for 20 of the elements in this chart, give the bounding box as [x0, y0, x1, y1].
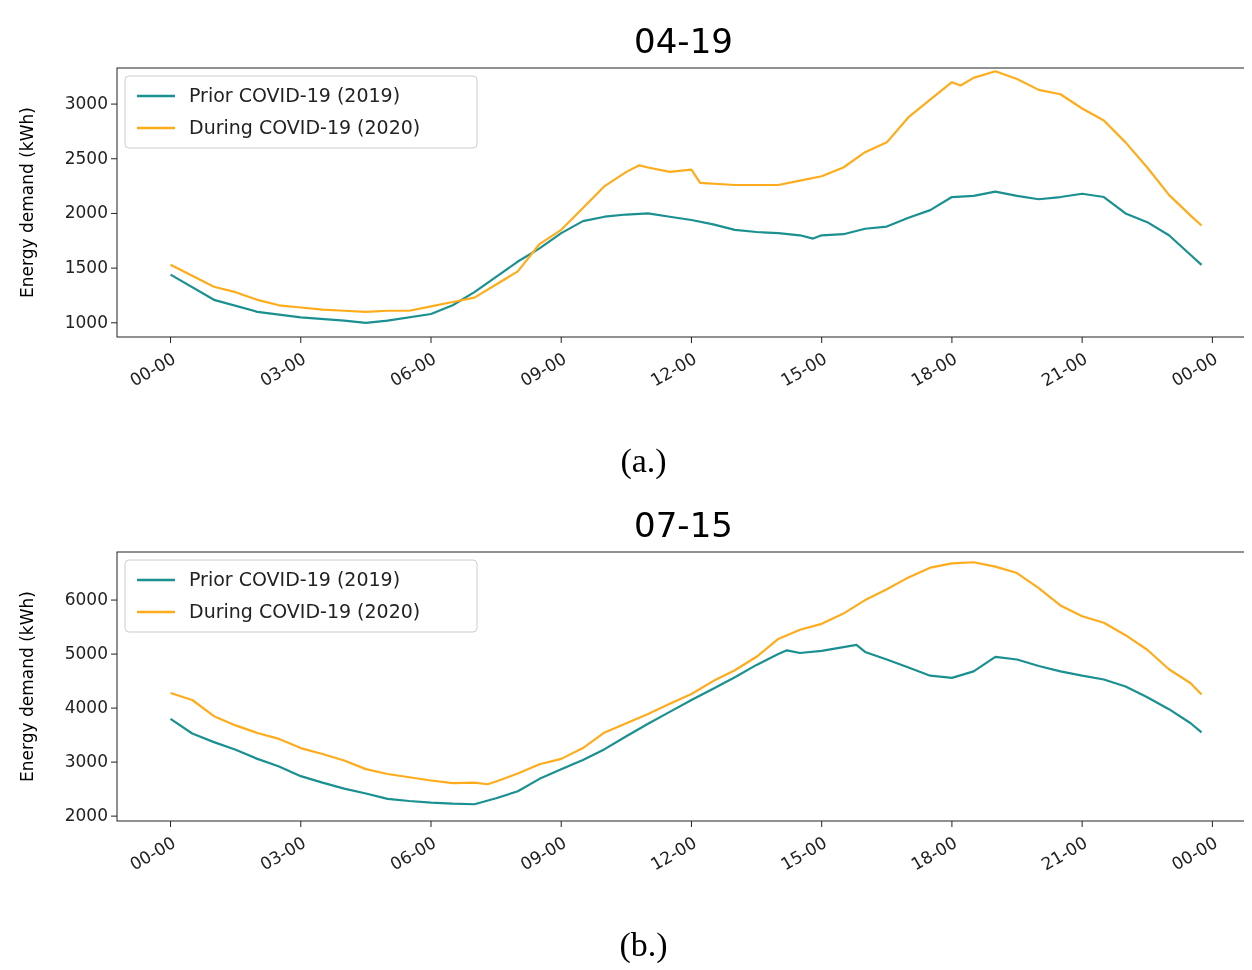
chart-title: 07-15: [634, 505, 733, 545]
y-tick-label: 6000: [64, 589, 108, 610]
legend-label: During COVID-19 (2020): [189, 115, 421, 138]
y-axis-title: Energy demand (kWh): [17, 107, 37, 298]
y-tick-label: 2000: [64, 805, 108, 826]
text: (a.): [620, 442, 667, 480]
y-tick-label: 3000: [64, 751, 108, 772]
y-tick-label: 3000: [64, 93, 108, 114]
legend-label: Prior COVID-19 (2019): [189, 567, 401, 590]
y-tick-label: 4000: [64, 697, 108, 718]
y-tick-label: 2500: [64, 147, 108, 168]
text: (b.): [619, 926, 668, 964]
chart-title: 04-19: [634, 21, 733, 61]
y-tick-label: 2000: [64, 202, 108, 223]
y-axis-title: Energy demand (kWh): [17, 591, 37, 782]
y-tick-label: 5000: [64, 643, 108, 664]
legend-label: Prior COVID-19 (2019): [189, 83, 401, 106]
y-tick-label: 1000: [64, 311, 108, 332]
y-tick-label: 1500: [64, 257, 108, 278]
legend-label: During COVID-19 (2020): [189, 599, 421, 622]
